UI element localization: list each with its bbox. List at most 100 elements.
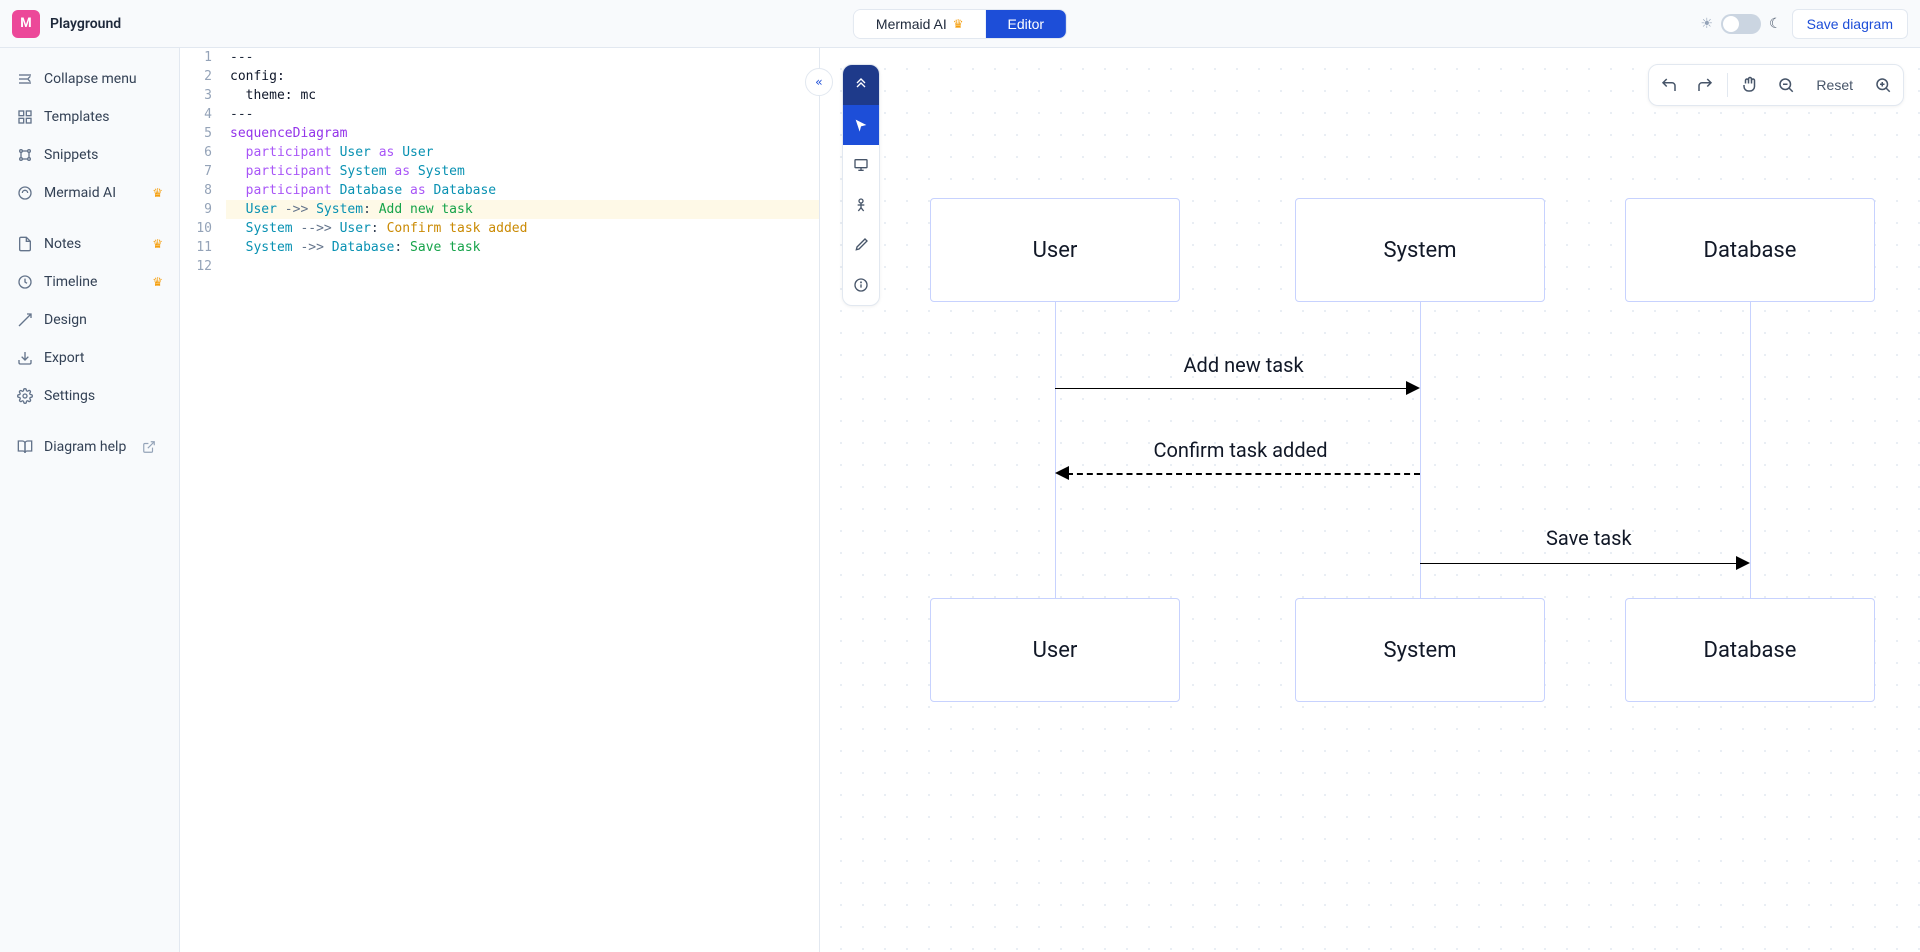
sidebar-mermaid-ai[interactable]: Mermaid AI ♛: [0, 174, 179, 212]
code-content: config:: [226, 67, 819, 86]
info-tool-button[interactable]: [843, 265, 879, 305]
code-content: theme: mc: [226, 86, 819, 105]
code-line[interactable]: 10 System -->> User: Confirm task added: [180, 219, 819, 238]
diagram-preview[interactable]: Reset User System Database User System Databa…: [820, 48, 1920, 952]
code-content: [226, 257, 819, 276]
expand-up-button[interactable]: [843, 65, 879, 105]
code-editor[interactable]: 1---2config:3 theme: mc4---5sequenceDiag…: [180, 48, 820, 952]
code-content: participant System as System: [226, 162, 819, 181]
message-label: Save task: [1540, 526, 1638, 550]
reset-view-button[interactable]: Reset: [1806, 69, 1863, 101]
sidebar-diagram-help-label: Diagram help: [44, 439, 126, 455]
tab-switcher: Mermaid AI ♛ Editor: [853, 9, 1067, 39]
presentation-tool-button[interactable]: [843, 145, 879, 185]
line-number: 10: [180, 219, 226, 238]
sidebar-collapse-menu[interactable]: Collapse menu: [0, 60, 179, 98]
code-line[interactable]: 11 System ->> Database: Save task: [180, 238, 819, 257]
sidebar-export-label: Export: [44, 350, 84, 366]
code-content: ---: [226, 105, 819, 124]
book-icon: [16, 438, 34, 456]
snippets-icon: [16, 146, 34, 164]
redo-button[interactable]: [1689, 69, 1721, 101]
sidebar-templates[interactable]: Templates: [0, 98, 179, 136]
sun-icon: ☀: [1700, 16, 1713, 32]
message-arrow: [1067, 473, 1420, 475]
undo-button[interactable]: [1653, 69, 1685, 101]
sidebar-diagram-help[interactable]: Diagram help: [0, 428, 179, 466]
zoom-in-button[interactable]: [1867, 69, 1899, 101]
save-diagram-button[interactable]: Save diagram: [1792, 9, 1908, 39]
sidebar-snippets[interactable]: Snippets: [0, 136, 179, 174]
line-number: 11: [180, 238, 226, 257]
code-line[interactable]: 1---: [180, 48, 819, 67]
vertical-toolbar: [842, 64, 880, 306]
participant-box[interactable]: Database: [1625, 598, 1875, 702]
code-line[interactable]: 5sequenceDiagram: [180, 124, 819, 143]
arrow-head-icon: [1406, 381, 1420, 395]
sidebar-templates-label: Templates: [44, 109, 110, 125]
participant-box[interactable]: System: [1295, 198, 1545, 302]
collapse-icon: [16, 70, 34, 88]
code-content: participant User as User: [226, 143, 819, 162]
code-line[interactable]: 9 User ->> System: Add new task: [180, 200, 819, 219]
participant-box[interactable]: User: [930, 598, 1180, 702]
topbar: M Playground Mermaid AI ♛ Editor ☀ ☾ Sav…: [0, 0, 1920, 48]
arrow-head-icon: [1736, 556, 1750, 570]
templates-icon: [16, 108, 34, 126]
code-line[interactable]: 7 participant System as System: [180, 162, 819, 181]
line-number: 8: [180, 181, 226, 200]
line-number: 12: [180, 257, 226, 276]
view-toolbar: Reset: [1648, 64, 1904, 106]
sidebar-settings[interactable]: Settings: [0, 377, 179, 415]
line-number: 4: [180, 105, 226, 124]
pan-button[interactable]: [1734, 69, 1766, 101]
brush-tool-button[interactable]: [843, 225, 879, 265]
code-line[interactable]: 2config:: [180, 67, 819, 86]
moon-icon: ☾: [1769, 16, 1782, 32]
crown-icon: ♛: [152, 237, 163, 251]
external-link-icon: [142, 440, 156, 454]
code-line[interactable]: 3 theme: mc: [180, 86, 819, 105]
sidebar-notes[interactable]: Notes ♛: [0, 225, 179, 263]
design-icon: [16, 311, 34, 329]
sidebar-mermaid-ai-label: Mermaid AI: [44, 185, 116, 201]
message-label: Add new task: [1178, 353, 1310, 377]
pane-collapse-handle[interactable]: «: [805, 68, 833, 96]
code-content: User ->> System: Add new task: [226, 200, 819, 219]
theme-switch[interactable]: [1721, 14, 1761, 34]
crown-icon: ♛: [152, 186, 163, 200]
sidebar-notes-label: Notes: [44, 236, 81, 252]
code-line[interactable]: 12: [180, 257, 819, 276]
code-line[interactable]: 4---: [180, 105, 819, 124]
tab-editor-label: Editor: [1008, 16, 1045, 32]
line-number: 9: [180, 200, 226, 219]
line-number: 5: [180, 124, 226, 143]
logo: M: [12, 10, 40, 38]
code-content: System -->> User: Confirm task added: [226, 219, 819, 238]
line-number: 2: [180, 67, 226, 86]
participant-box[interactable]: User: [930, 198, 1180, 302]
sidebar-design-label: Design: [44, 312, 87, 328]
zoom-out-button[interactable]: [1770, 69, 1802, 101]
sidebar: Collapse menu Templates Snippets Mermaid…: [0, 48, 180, 952]
person-tool-button[interactable]: [843, 185, 879, 225]
gear-icon: [16, 387, 34, 405]
arrow-head-icon: [1055, 466, 1069, 480]
sidebar-timeline[interactable]: Timeline ♛: [0, 263, 179, 301]
participant-box[interactable]: System: [1295, 598, 1545, 702]
participant-box[interactable]: Database: [1625, 198, 1875, 302]
message-label: Confirm task added: [1148, 438, 1334, 462]
tab-mermaid-ai[interactable]: Mermaid AI ♛: [854, 10, 986, 38]
sidebar-timeline-label: Timeline: [44, 274, 97, 290]
app-title: Playground: [50, 16, 121, 32]
sequence-diagram: UserSystemDatabaseUserSystemDatabaseAdd …: [900, 148, 1880, 668]
tab-editor[interactable]: Editor: [986, 10, 1067, 38]
code-content: ---: [226, 48, 819, 67]
sidebar-export[interactable]: Export: [0, 339, 179, 377]
line-number: 3: [180, 86, 226, 105]
sidebar-design[interactable]: Design: [0, 301, 179, 339]
code-content: sequenceDiagram: [226, 124, 819, 143]
code-line[interactable]: 6 participant User as User: [180, 143, 819, 162]
pointer-tool-button[interactable]: [843, 105, 879, 145]
code-line[interactable]: 8 participant Database as Database: [180, 181, 819, 200]
